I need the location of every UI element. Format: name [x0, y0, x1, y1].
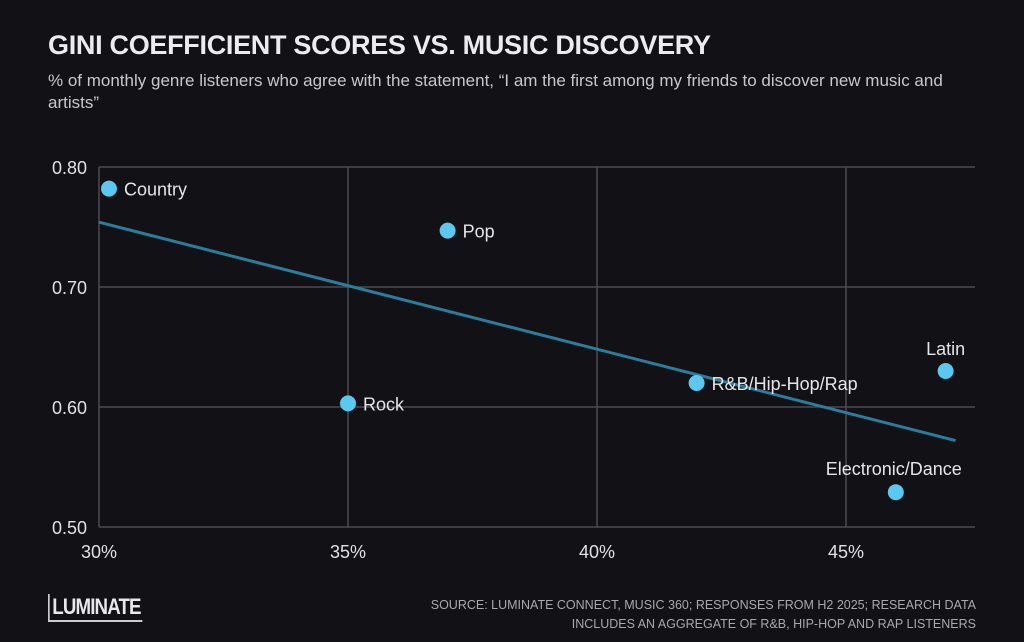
- data-point: [937, 363, 954, 379]
- data-label: R&B/Hip-Hop/Rap: [712, 374, 858, 394]
- chart-subtitle: % of monthly genre listeners who agree w…: [48, 71, 943, 112]
- trendline: [98, 220, 956, 443]
- data-label: Pop: [463, 222, 495, 242]
- source-note: SOURCE: LUMINATE CONNECT, MUSIC 360; RES…: [430, 598, 976, 631]
- data-label: Rock: [363, 394, 405, 414]
- y-tick-label: 0.70: [52, 278, 87, 298]
- x-tick-label: 30%: [81, 542, 117, 562]
- data-point: [688, 375, 705, 391]
- data-point: [887, 484, 904, 501]
- chart-title: GINI COEFFICIENT SCORES VS. MUSIC DISCOV…: [48, 30, 711, 60]
- data-point: [340, 395, 356, 412]
- data-label: Electronic/Dance: [826, 459, 962, 479]
- y-tick-label: 0.50: [52, 518, 87, 538]
- data-point: [100, 180, 117, 197]
- data-label: Country: [124, 180, 187, 200]
- x-tick-label: 40%: [579, 542, 615, 562]
- x-tick-label: 35%: [330, 542, 366, 562]
- data-point: [439, 222, 456, 239]
- y-tick-label: 0.80: [52, 158, 87, 178]
- data-label: Latin: [926, 339, 965, 359]
- luminate-logo: LUMINATE: [48, 594, 143, 622]
- y-tick-label: 0.60: [52, 398, 87, 418]
- x-tick-label: 45%: [828, 542, 864, 562]
